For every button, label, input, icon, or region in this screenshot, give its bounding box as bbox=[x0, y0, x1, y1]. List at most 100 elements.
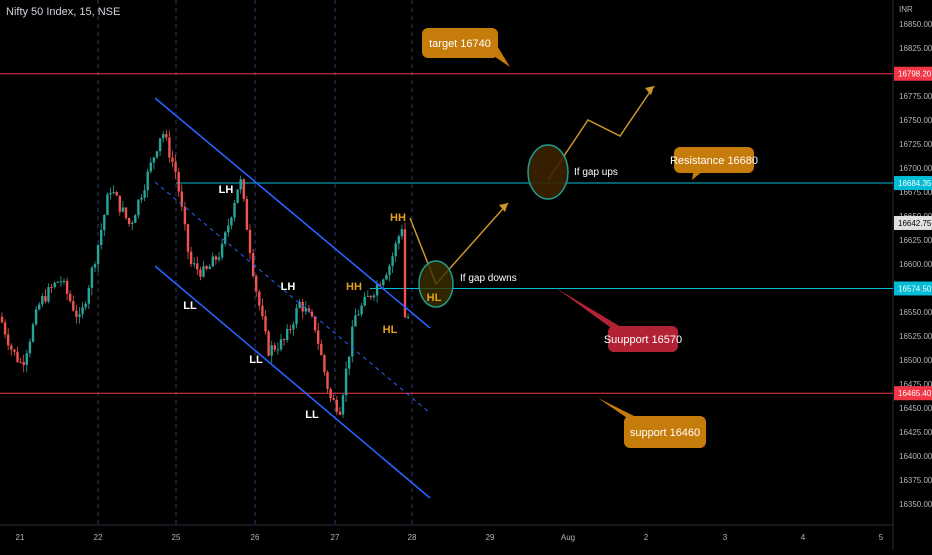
candle-body bbox=[261, 305, 264, 317]
candle-body bbox=[307, 308, 311, 312]
candle-body bbox=[143, 190, 146, 198]
candle-body bbox=[28, 341, 32, 354]
y-tick-label: 16350.00 bbox=[899, 500, 932, 509]
candle-body bbox=[65, 280, 69, 294]
price-axis-label-box bbox=[894, 215, 932, 230]
candle-body bbox=[118, 195, 121, 212]
candle-body bbox=[276, 349, 280, 351]
gap-down-circle bbox=[418, 260, 454, 308]
candle-body bbox=[320, 343, 323, 356]
candle-body bbox=[388, 265, 391, 275]
candle-body bbox=[96, 245, 100, 265]
projection-arrowhead bbox=[645, 86, 654, 95]
projection-arrowhead bbox=[499, 203, 508, 212]
candle-body bbox=[177, 172, 180, 192]
candle-body bbox=[375, 284, 379, 296]
channel-lower-line bbox=[154, 265, 431, 499]
candle-body bbox=[317, 330, 320, 344]
resistance-callout-box bbox=[674, 147, 754, 173]
candle-body bbox=[162, 134, 165, 139]
candle-body bbox=[292, 324, 295, 330]
candle-body bbox=[220, 243, 224, 258]
candle-body bbox=[255, 276, 258, 292]
candle-body bbox=[348, 356, 351, 369]
candle-body bbox=[242, 179, 245, 199]
candle-body bbox=[205, 266, 208, 269]
candle-body bbox=[264, 316, 267, 332]
candle-body bbox=[47, 287, 50, 302]
y-tick-label: 16375.00 bbox=[899, 476, 932, 485]
price-axis-label: 16642.75 bbox=[898, 219, 932, 228]
candle-body bbox=[239, 179, 242, 190]
candle-body bbox=[186, 224, 190, 252]
swing-label: LL bbox=[183, 300, 197, 312]
x-tick-label: 28 bbox=[408, 533, 417, 542]
candle-body bbox=[248, 229, 252, 254]
support-upper-callout-text: Suupport 16570 bbox=[604, 334, 682, 346]
candle-body bbox=[62, 280, 66, 282]
swing-label: HH bbox=[346, 281, 362, 293]
candle-body bbox=[174, 162, 177, 173]
candle-body bbox=[34, 309, 38, 325]
swing-label: LH bbox=[219, 184, 234, 196]
y-tick-label: 16675.00 bbox=[899, 188, 932, 197]
candle-body bbox=[214, 256, 218, 260]
candle-body bbox=[344, 368, 348, 396]
price-axis-label: 16574.50 bbox=[898, 284, 932, 293]
candle-body bbox=[227, 225, 230, 233]
candle-body bbox=[38, 304, 41, 310]
candle-body bbox=[270, 345, 273, 356]
projection-gap-up-path bbox=[547, 85, 655, 181]
candle-body bbox=[16, 351, 19, 362]
support-lower-callout-box bbox=[624, 416, 706, 448]
candle-body bbox=[233, 202, 236, 218]
y-tick-label: 16850.00 bbox=[899, 20, 932, 29]
candle-body bbox=[137, 199, 140, 216]
candle-body bbox=[289, 328, 292, 330]
candle-body bbox=[168, 137, 171, 158]
channel-upper-line bbox=[154, 97, 431, 329]
y-tick-label: 16825.00 bbox=[899, 44, 932, 53]
candle-body bbox=[50, 287, 53, 289]
x-tick-label: 22 bbox=[94, 533, 103, 542]
candle-body bbox=[10, 345, 13, 350]
price-axis-label-box bbox=[894, 176, 932, 191]
candle-body bbox=[382, 279, 385, 286]
y-tick-label: 16725.00 bbox=[899, 140, 932, 149]
candle-body bbox=[332, 398, 335, 400]
candle-body bbox=[208, 266, 211, 269]
x-tick-label: 25 bbox=[172, 533, 181, 542]
candle-body bbox=[72, 301, 75, 311]
candle-body bbox=[351, 326, 354, 357]
channel-mid-line bbox=[154, 181, 431, 414]
support-lower-callout-tail bbox=[598, 398, 642, 420]
candle-body bbox=[273, 345, 276, 350]
candle-body bbox=[7, 334, 10, 346]
candle-body bbox=[217, 257, 221, 260]
candle-body bbox=[363, 296, 366, 306]
x-tick-label: 21 bbox=[16, 533, 25, 542]
candle-body bbox=[41, 295, 44, 305]
x-tick-label: 29 bbox=[486, 533, 495, 542]
x-tick-label: 5 bbox=[879, 533, 884, 542]
y-tick-label: 16425.00 bbox=[899, 428, 932, 437]
y-tick-label: 16625.00 bbox=[899, 236, 932, 245]
price-axis-label-box bbox=[894, 386, 932, 401]
candle-body bbox=[326, 372, 329, 389]
support-upper-callout-tail bbox=[556, 288, 626, 330]
candle-body bbox=[22, 361, 25, 365]
support-lower-callout-text: support 16460 bbox=[630, 427, 700, 439]
candle-body bbox=[282, 339, 286, 341]
y-tick-label: 16700.00 bbox=[899, 164, 932, 173]
currency-label: INR bbox=[899, 5, 913, 14]
swing-label: LH bbox=[281, 281, 296, 293]
candle-body bbox=[372, 295, 376, 298]
candle-body bbox=[357, 314, 360, 316]
candle-body bbox=[127, 218, 131, 225]
gap-down-text: If gap downs bbox=[460, 273, 517, 284]
candle-body bbox=[338, 411, 342, 415]
candle-body bbox=[211, 256, 214, 267]
price-axis-label: 16465.40 bbox=[898, 389, 932, 398]
